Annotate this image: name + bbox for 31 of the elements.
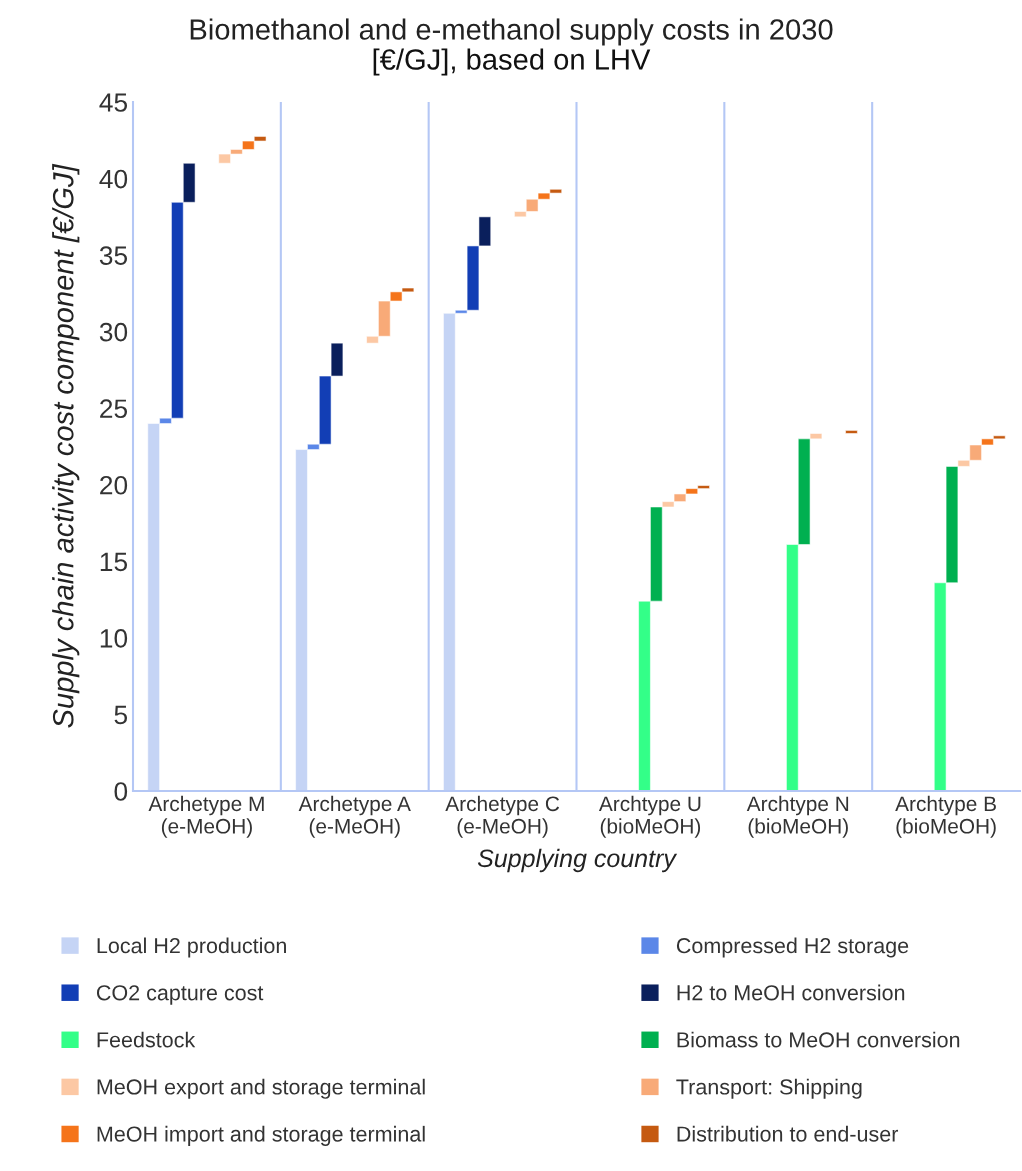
y-tick-label: 10 (100, 629, 128, 648)
y-tick-label: 45 (99, 93, 128, 112)
x-tick-label: Archtype U (bioMeOH) (598, 795, 701, 838)
x-tick-label: Archetype A (e-MeOH) (298, 795, 411, 838)
legend-label: Compressed H2 storage (676, 937, 909, 958)
x-axis-title: Supplying country (477, 848, 678, 873)
y-tick-label: 35 (99, 246, 128, 265)
x-tick-label: Archetype M (e-MeOH) (148, 795, 264, 838)
y-tick-label: 5 (114, 705, 128, 725)
legend-label: Feedstock (97, 1031, 196, 1048)
chart-title: Biomethanol and e-methanol supply costs in 2030 (190, 18, 833, 46)
x-tick-label: Archtype N (bioMeOH) (746, 795, 849, 838)
legend-label: MeOH import and storage terminal (97, 1125, 425, 1146)
legend-label: Transport: Shipping (676, 1078, 862, 1099)
y-tick-label: 40 (99, 169, 128, 189)
bar (845, 430, 858, 434)
chart-subtitle: [€/GJ], based on LHV (373, 48, 651, 76)
y-tick-label: 30 (99, 322, 128, 342)
legend-label: Local H2 production (97, 937, 286, 958)
y-tick-label: 20 (100, 475, 128, 495)
legend-label: MeOH export and storage terminal (97, 1078, 425, 1099)
legend-label: Distribution to end-user (677, 1125, 899, 1142)
legend-label: CO2 capture cost (96, 985, 264, 1005)
x-tick-label: Archtype B (bioMeOH) (895, 795, 996, 838)
y-tick-label: 15 (100, 552, 128, 572)
legend-label: Biomass to MeOH conversion (677, 1031, 960, 1048)
legend-label: H2 to MeOH conversion (677, 984, 905, 1001)
y-tick-label: 0 (114, 782, 128, 801)
x-tick-label: Archetype C (e-MeOH) (445, 795, 560, 838)
y-tick-label: 25 (100, 399, 128, 419)
y-axis-title: Supply chain activity cost component [€/GJ] (52, 163, 80, 728)
